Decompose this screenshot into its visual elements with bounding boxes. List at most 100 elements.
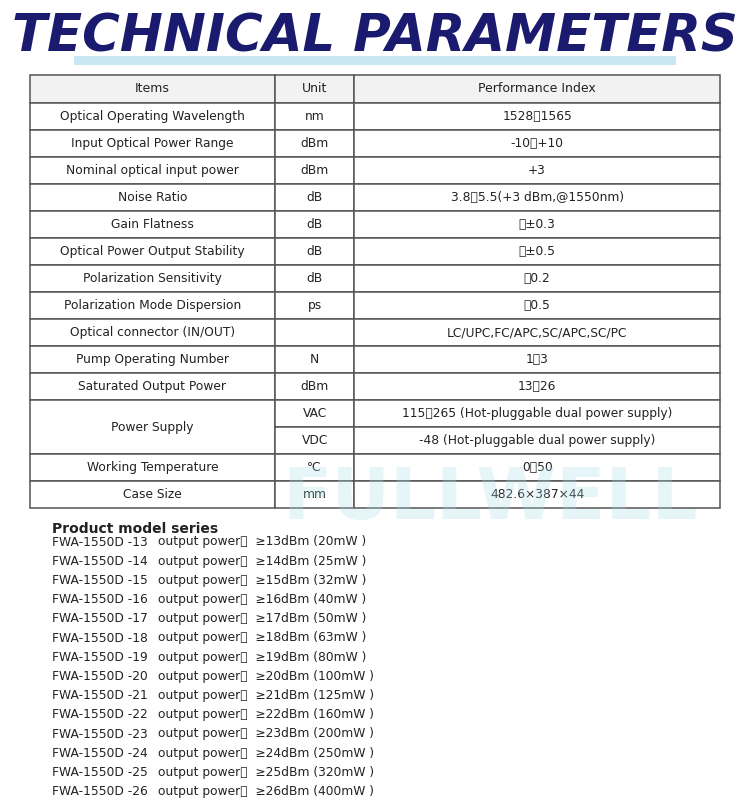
Text: ＜±0.5: ＜±0.5 — [519, 245, 556, 258]
Bar — [275, 319, 354, 346]
Bar — [354, 427, 720, 454]
Text: Optical Power Output Stability: Optical Power Output Stability — [60, 245, 244, 258]
Text: output power，  ≥25dBm (320mW ): output power， ≥25dBm (320mW ) — [158, 766, 374, 779]
Text: Pump Operating Number: Pump Operating Number — [76, 353, 229, 366]
Text: Polarization Sensitivity: Polarization Sensitivity — [83, 272, 222, 285]
Text: output power，  ≥26dBm (400mW ): output power， ≥26dBm (400mW ) — [158, 785, 374, 798]
Text: FWA-1550D -15: FWA-1550D -15 — [52, 574, 148, 587]
Text: dBm: dBm — [301, 380, 328, 393]
Bar — [275, 130, 354, 157]
Text: FWA-1550D -26: FWA-1550D -26 — [52, 785, 148, 798]
Bar — [354, 157, 720, 184]
Text: 0～50: 0～50 — [522, 461, 553, 474]
Text: FWA-1550D -21: FWA-1550D -21 — [52, 689, 148, 702]
Bar — [30, 454, 275, 481]
Bar — [275, 400, 354, 427]
Bar — [30, 103, 275, 130]
Bar — [275, 346, 354, 373]
Text: Power Supply: Power Supply — [111, 421, 194, 434]
Text: +3: +3 — [528, 164, 546, 177]
Text: VDC: VDC — [302, 434, 328, 447]
Text: output power，  ≥14dBm (25mW ): output power， ≥14dBm (25mW ) — [158, 554, 366, 568]
Bar — [354, 265, 720, 292]
Text: dB: dB — [307, 218, 322, 231]
Text: FWA-1550D -13: FWA-1550D -13 — [52, 535, 148, 549]
Text: output power，  ≥16dBm (40mW ): output power， ≥16dBm (40mW ) — [158, 593, 366, 606]
Text: Optical connector (IN/OUT): Optical connector (IN/OUT) — [70, 326, 235, 339]
Text: output power，  ≥17dBm (50mW ): output power， ≥17dBm (50mW ) — [158, 612, 366, 626]
Text: °C: °C — [308, 461, 322, 474]
Bar — [30, 238, 275, 265]
Bar — [30, 346, 275, 373]
Text: -10～+10: -10～+10 — [511, 137, 564, 150]
Text: Performance Index: Performance Index — [478, 82, 596, 95]
Bar — [354, 373, 720, 400]
Bar — [354, 130, 720, 157]
Bar — [30, 211, 275, 238]
Text: Working Temperature: Working Temperature — [87, 461, 218, 474]
Text: FWA-1550D -22: FWA-1550D -22 — [52, 708, 148, 722]
Bar — [354, 75, 720, 103]
Text: 115～265 (Hot-pluggable dual power supply): 115～265 (Hot-pluggable dual power supply… — [402, 407, 672, 420]
Bar — [30, 130, 275, 157]
Text: Saturated Output Power: Saturated Output Power — [79, 380, 226, 393]
Text: FWA-1550D -19: FWA-1550D -19 — [52, 650, 148, 664]
Text: 482.6×387×44: 482.6×387×44 — [490, 488, 584, 501]
Text: LC/UPC,FC/APC,SC/APC,SC/PC: LC/UPC,FC/APC,SC/APC,SC/PC — [447, 326, 628, 339]
Bar — [30, 157, 275, 184]
Bar — [275, 481, 354, 508]
Bar — [30, 184, 275, 211]
Text: FWA-1550D -25: FWA-1550D -25 — [52, 766, 148, 779]
Bar — [275, 292, 354, 319]
Text: nm: nm — [304, 110, 325, 123]
Bar — [354, 400, 720, 427]
Text: output power，  ≥20dBm (100mW ): output power， ≥20dBm (100mW ) — [158, 670, 374, 683]
Text: Polarization Mode Dispersion: Polarization Mode Dispersion — [64, 299, 241, 312]
Text: FWA-1550D -20: FWA-1550D -20 — [52, 670, 148, 683]
Text: Items: Items — [135, 82, 170, 95]
Text: FWA-1550D -23: FWA-1550D -23 — [52, 727, 148, 741]
Text: 1528～1565: 1528～1565 — [503, 110, 572, 123]
Text: output power，  ≥21dBm (125mW ): output power， ≥21dBm (125mW ) — [158, 689, 374, 702]
Text: ＜±0.3: ＜±0.3 — [519, 218, 556, 231]
Text: mm: mm — [302, 488, 327, 501]
Text: output power，  ≥23dBm (200mW ): output power， ≥23dBm (200mW ) — [158, 727, 374, 741]
Text: 3.8～5.5(+3 dBm,@1550nm): 3.8～5.5(+3 dBm,@1550nm) — [451, 191, 624, 204]
Text: output power，  ≥19dBm (80mW ): output power， ≥19dBm (80mW ) — [158, 650, 366, 664]
Bar — [275, 103, 354, 130]
Text: dBm: dBm — [301, 164, 328, 177]
Bar — [30, 292, 275, 319]
Text: FWA-1550D -14: FWA-1550D -14 — [52, 554, 148, 568]
Text: Noise Ratio: Noise Ratio — [118, 191, 188, 204]
Text: Gain Flatness: Gain Flatness — [111, 218, 194, 231]
Bar — [275, 75, 354, 103]
Bar — [275, 265, 354, 292]
FancyBboxPatch shape — [74, 56, 676, 65]
Bar — [275, 373, 354, 400]
Bar — [275, 427, 354, 454]
Bar — [354, 238, 720, 265]
Bar — [354, 103, 720, 130]
Text: Product model series: Product model series — [52, 522, 218, 536]
Text: dBm: dBm — [301, 137, 328, 150]
Text: dB: dB — [307, 191, 322, 204]
Text: FULLWELL: FULLWELL — [282, 466, 698, 534]
Bar — [354, 184, 720, 211]
Text: Case Size: Case Size — [123, 488, 182, 501]
Text: -48 (Hot-pluggable dual power supply): -48 (Hot-pluggable dual power supply) — [419, 434, 656, 447]
Text: ＜0.5: ＜0.5 — [524, 299, 550, 312]
Bar — [354, 346, 720, 373]
Bar — [275, 454, 354, 481]
Text: Unit: Unit — [302, 82, 327, 95]
Bar — [30, 75, 275, 103]
Text: Optical Operating Wavelength: Optical Operating Wavelength — [60, 110, 245, 123]
Bar — [275, 238, 354, 265]
Bar — [30, 265, 275, 292]
Bar — [275, 211, 354, 238]
Text: output power，  ≥18dBm (63mW ): output power， ≥18dBm (63mW ) — [158, 631, 366, 645]
Text: dB: dB — [307, 272, 322, 285]
Bar — [30, 400, 275, 454]
Bar — [354, 454, 720, 481]
Bar — [275, 157, 354, 184]
Text: FWA-1550D -24: FWA-1550D -24 — [52, 746, 148, 760]
